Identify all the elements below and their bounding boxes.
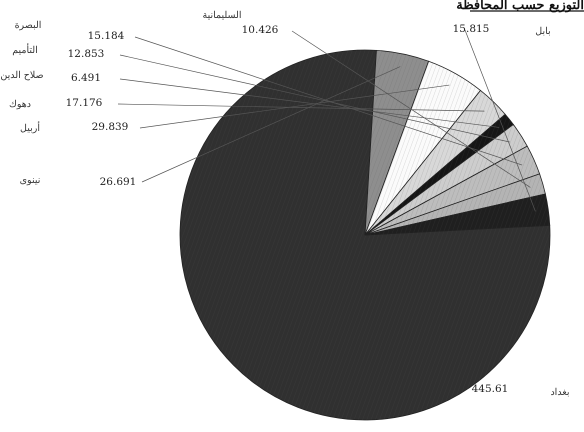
slice-value-label: 6.491 bbox=[71, 72, 101, 84]
leader-line bbox=[134, 36, 523, 166]
slice-category-label: التأميم bbox=[12, 43, 38, 56]
slice-value-label: 15.815 bbox=[453, 23, 490, 35]
slice-value-label: 10.426 bbox=[242, 24, 279, 36]
slice-value-label: 29.839 bbox=[92, 121, 129, 133]
pie-slice-texture bbox=[365, 61, 481, 235]
slice-category-label: أربيل bbox=[20, 121, 40, 134]
pie-slice-texture bbox=[365, 193, 550, 235]
leader-line bbox=[119, 78, 500, 128]
pie-slice-texture bbox=[365, 114, 514, 235]
slice-value-label: 445.61 bbox=[472, 383, 509, 395]
leader-line bbox=[291, 30, 531, 188]
slice-value-label: 12.853 bbox=[68, 48, 105, 60]
slice-category-label: البصرة bbox=[15, 20, 42, 31]
leader-line bbox=[141, 66, 401, 183]
pie-slice-texture bbox=[365, 50, 429, 235]
pie-slice-texture bbox=[365, 146, 540, 235]
leader-line bbox=[119, 54, 510, 143]
leader-line bbox=[117, 103, 485, 112]
slice-category-label: صلاح الدين bbox=[0, 70, 43, 81]
slice-category-label: نينوى bbox=[20, 175, 41, 186]
chart-title: التوزيع حسب المحافظة bbox=[456, 0, 584, 13]
leader-line bbox=[139, 84, 450, 129]
slice-category-label: دهوك bbox=[9, 99, 31, 110]
slice-value-label: 26.691 bbox=[100, 176, 137, 188]
slice-category-label: السليمانية bbox=[202, 10, 241, 21]
leader-line bbox=[464, 29, 536, 212]
pie-slice-texture bbox=[365, 124, 528, 235]
pie-slice-texture bbox=[365, 173, 546, 235]
slice-category-label: بغداد bbox=[550, 387, 569, 398]
slice-value-label: 15.184 bbox=[88, 30, 125, 42]
slice-value-label: 17.176 bbox=[66, 97, 103, 109]
pie-slice-texture bbox=[365, 90, 506, 235]
slice-category-label: بابل bbox=[535, 26, 550, 37]
